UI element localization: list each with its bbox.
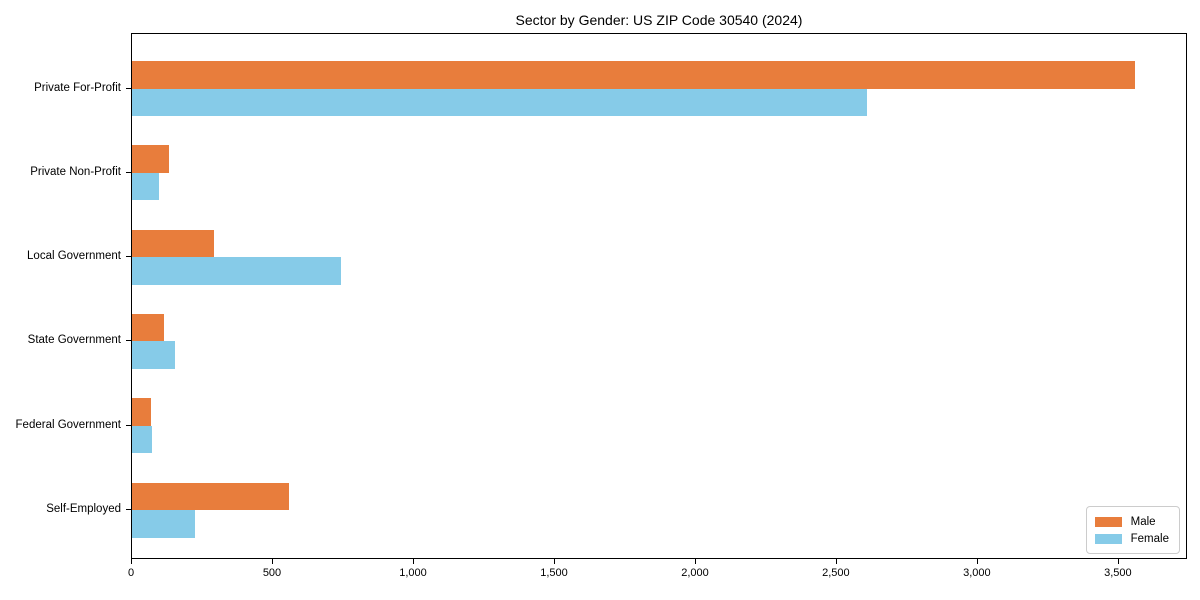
bar-female-private-for-profit [132, 88, 867, 116]
bar-male-private-non-profit [132, 145, 169, 173]
plot-area: Male Female [131, 33, 1187, 559]
y-axis-tick [126, 509, 131, 510]
bar-male-self-employed [132, 482, 290, 510]
legend-item-female: Female [1094, 530, 1169, 547]
legend-item-male: Male [1094, 513, 1169, 530]
bar-female-private-non-profit [132, 172, 160, 201]
x-axis-tick [695, 559, 696, 564]
y-tick-label-local-government: Local Government [27, 250, 121, 263]
bar-male-private-for-profit [132, 61, 1135, 89]
y-tick-label-state-government: State Government [27, 334, 121, 347]
bar-male-state-government [132, 313, 164, 342]
x-axis-tick [272, 559, 273, 564]
y-tick-label-self-employed: Self-Employed [46, 503, 121, 515]
x-tick-label-3500: 3,500 [1104, 567, 1132, 579]
y-tick-label-federal-government: Federal Government [15, 418, 121, 431]
bar-female-state-government [132, 341, 175, 369]
legend-swatch-male [1094, 516, 1122, 527]
x-tick-label-2500: 2,500 [822, 567, 850, 579]
bar-male-federal-government [132, 398, 151, 426]
x-tick-label-500: 500 [262, 567, 282, 579]
y-axis-tick [126, 340, 131, 342]
x-tick-label-1500: 1,500 [540, 567, 568, 579]
legend-label-male: Male [1130, 515, 1156, 528]
x-axis-tick [131, 559, 132, 564]
x-axis-tick [1117, 559, 1119, 564]
bar-male-local-government [132, 229, 214, 258]
chart-title: Sector by Gender: US ZIP Code 30540 (202… [515, 12, 803, 28]
x-axis-tick [976, 559, 978, 564]
y-axis-tick [126, 87, 131, 89]
legend: Male Female [1085, 506, 1180, 554]
bar-female-federal-government [132, 425, 152, 454]
y-axis-tick [126, 256, 131, 258]
y-tick-label-private-for-profit: Private For-Profit [34, 81, 121, 94]
y-axis-tick [126, 424, 131, 426]
x-tick-label-0: 0 [127, 567, 135, 579]
x-tick-label-2000: 2,000 [681, 567, 709, 579]
x-axis-tick [835, 559, 837, 564]
bar-female-local-government [132, 257, 341, 285]
legend-swatch-female [1094, 533, 1122, 544]
x-tick-label-3000: 3,000 [963, 567, 991, 579]
y-tick-label-private-non-profit: Private Non-Profit [30, 165, 121, 178]
x-tick-label-1000: 1,000 [399, 567, 427, 579]
legend-label-female: Female [1130, 532, 1169, 545]
y-axis-tick [126, 171, 131, 173]
bar-female-self-employed [132, 510, 195, 538]
x-axis-tick [413, 559, 414, 564]
x-axis-tick [554, 559, 555, 564]
